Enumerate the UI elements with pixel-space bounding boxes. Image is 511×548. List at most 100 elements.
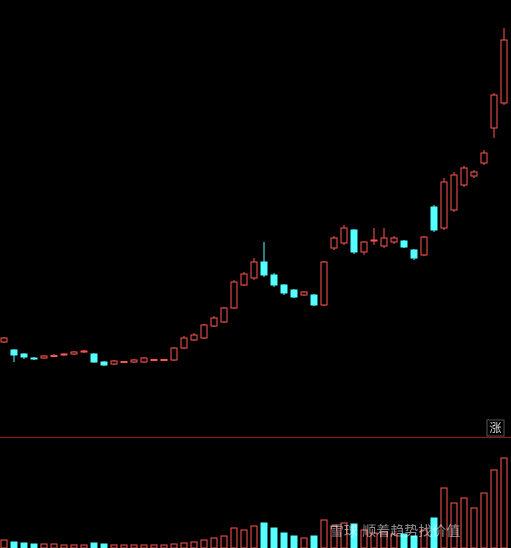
candle-body <box>350 229 358 253</box>
volume-bar <box>280 532 288 548</box>
volume-bar <box>130 544 138 548</box>
volume-bar <box>380 531 388 548</box>
candle-body <box>130 359 138 363</box>
volume-bar <box>100 543 108 548</box>
volume-bar <box>330 525 338 548</box>
candle-body <box>120 361 128 363</box>
candle-body <box>70 351 78 355</box>
candle-body <box>490 94 498 129</box>
candle-body <box>310 294 318 306</box>
candle-body <box>380 237 388 247</box>
candle-body <box>90 353 98 363</box>
volume-bar <box>410 535 418 548</box>
candle-body <box>220 307 228 323</box>
candle-body <box>100 361 108 366</box>
candle-body <box>430 206 438 231</box>
candle-body <box>340 227 348 244</box>
candle-body <box>230 281 238 309</box>
candle-body <box>50 355 58 357</box>
volume-bar <box>360 529 368 548</box>
candle-body <box>160 359 168 361</box>
candle-body <box>200 324 208 339</box>
volume-bar <box>440 487 448 548</box>
candle-body <box>80 350 88 353</box>
watermark: 雪球 顺着趋势找价值 <box>330 524 460 540</box>
volume-bar <box>370 532 378 548</box>
volume-bar <box>10 541 18 548</box>
volume-bar <box>470 507 478 548</box>
volume-bar <box>80 544 88 548</box>
candle-body <box>150 359 158 361</box>
volume-bar <box>70 544 78 548</box>
candle-body <box>30 357 38 360</box>
volume-bar <box>140 544 148 548</box>
volume-bar <box>260 522 268 548</box>
volume-bar <box>420 529 428 548</box>
panel-label: 涨 <box>489 420 501 435</box>
candle-body <box>250 261 258 279</box>
volume-bar <box>310 535 318 548</box>
candle-body <box>360 241 368 253</box>
volume-bar <box>90 542 98 548</box>
volume-bar <box>210 537 218 548</box>
candle-body <box>290 289 298 298</box>
label-box <box>486 419 505 437</box>
candle-body <box>390 237 398 243</box>
volume-bar <box>30 543 38 548</box>
volume-bar <box>200 539 208 548</box>
volume-bar <box>290 535 298 548</box>
candle-body <box>210 317 218 327</box>
volume-bar <box>0 539 8 548</box>
candle-body <box>180 337 188 349</box>
candle-body <box>240 273 248 286</box>
volume-bar <box>430 517 438 548</box>
candle-body <box>400 240 408 248</box>
candle-body <box>500 39 508 104</box>
candle-body <box>420 236 428 256</box>
candle-body <box>190 334 198 341</box>
candle-body <box>60 353 68 356</box>
candle-body <box>410 249 418 259</box>
volume-bar <box>240 529 248 548</box>
volume-bar <box>500 457 508 548</box>
volume-bar <box>490 469 498 548</box>
volume-bar <box>160 544 168 548</box>
volume-bar <box>350 523 358 548</box>
candle-body <box>320 261 328 306</box>
candle-body <box>300 291 308 296</box>
volume-bar <box>250 525 258 548</box>
volume-bar <box>340 522 348 548</box>
volume-bar <box>480 492 488 548</box>
candle-body <box>40 355 48 359</box>
candle-body <box>480 152 488 164</box>
candle-body <box>450 174 458 211</box>
candle-body <box>110 360 118 365</box>
volume-bar <box>60 544 68 548</box>
volume-bar <box>320 519 328 548</box>
candle-body <box>170 347 178 361</box>
volume-bar <box>120 544 128 548</box>
candle-body <box>270 274 278 286</box>
candle-body <box>460 167 468 186</box>
candle-body <box>280 284 288 294</box>
volume-bar <box>180 542 188 548</box>
volume-bar <box>270 527 278 548</box>
candle-body <box>20 353 28 358</box>
candle-body <box>140 357 148 363</box>
volume-bar <box>300 537 308 548</box>
volume-bar <box>400 533 408 548</box>
volume-bar <box>390 533 398 548</box>
candle-body <box>470 171 478 177</box>
candle-body <box>260 261 268 276</box>
volume-bar <box>230 527 238 548</box>
volume-bar <box>110 544 118 548</box>
volume-bar <box>220 535 228 548</box>
volume-bar <box>450 502 458 548</box>
volume-bar <box>50 543 58 548</box>
candle-body <box>330 237 338 249</box>
candle-body <box>10 349 18 356</box>
candle-body <box>370 239 378 242</box>
volume-bar <box>40 543 48 548</box>
volume-bar <box>20 542 28 548</box>
